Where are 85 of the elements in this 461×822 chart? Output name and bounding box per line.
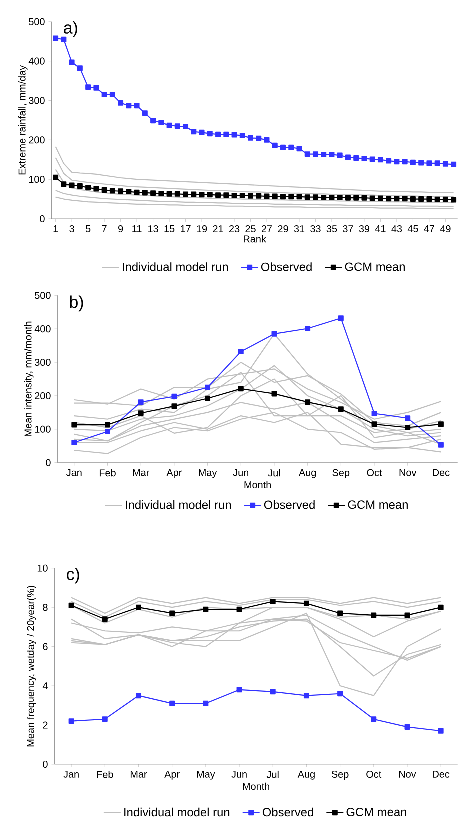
x-axis-title: Month — [243, 782, 270, 790]
y-axis-title: Mean intensity, mm/month — [24, 322, 34, 436]
x-tick-label: 7 — [102, 225, 107, 232]
legend-label: Individual model run — [126, 500, 232, 510]
x-tick-label: 17 — [181, 225, 191, 232]
y-tick-label: 100 — [29, 176, 45, 184]
y-tick-label: 0 — [46, 459, 51, 466]
chart-title: a) — [64, 21, 78, 38]
x-tick-label: Mar — [131, 770, 148, 778]
x-tick-label: Sep — [332, 469, 350, 478]
x-tick-label: 49 — [440, 225, 451, 233]
x-tick-label: Feb — [97, 770, 114, 778]
x-tick-label: 35 — [326, 225, 338, 233]
legend-label: GCM mean — [348, 500, 408, 510]
x-tick-label: 15 — [164, 225, 175, 232]
x-tick-label: 21 — [213, 225, 224, 232]
x-tick-label: Sep — [332, 770, 349, 780]
x-tick-label: Dec — [433, 469, 450, 476]
x-tick-label: 45 — [408, 225, 418, 232]
y-tick-label: 8 — [43, 604, 48, 612]
y-tick-label: 500 — [29, 18, 45, 26]
x-tick-label: Mar — [133, 469, 150, 476]
x-tick-label: 11 — [132, 225, 142, 232]
chart-title: c) — [67, 568, 80, 584]
x-tick-label: 23 — [230, 225, 240, 233]
legend-label: GCM mean — [345, 262, 406, 272]
legend-label: Observed — [263, 808, 314, 817]
y-axis-title: Extreme rainfall, mm/day — [18, 65, 28, 175]
y-tick-label: 300 — [29, 97, 45, 104]
y-tick-label: 6 — [43, 643, 48, 650]
legend-label: Individual model run — [124, 808, 230, 817]
x-tick-label: 47 — [424, 225, 435, 232]
y-tick-label: 500 — [35, 292, 51, 300]
x-tick-label: Jul — [266, 770, 279, 778]
y-tick-label: 100 — [35, 426, 51, 433]
y-tick-label: 200 — [29, 136, 45, 144]
x-tick-label: Jun — [233, 469, 249, 476]
y-tick-label: 0 — [40, 215, 45, 223]
x-tick-label: Feb — [100, 469, 116, 477]
x-tick-label: Apr — [166, 469, 182, 478]
x-tick-label: 29 — [278, 225, 288, 233]
x-tick-label: 41 — [375, 225, 386, 232]
x-tick-label: Oct — [366, 770, 382, 778]
x-tick-label: 9 — [118, 225, 124, 233]
x-tick-label: May — [197, 770, 216, 780]
x-tick-label: Apr — [164, 770, 180, 780]
x-tick-label: Jan — [66, 469, 82, 476]
legend-label: Observed — [264, 500, 315, 510]
y-tick-label: 200 — [35, 392, 51, 400]
y-tick-label: 2 — [43, 722, 48, 729]
y-tick-label: 0 — [43, 760, 48, 768]
x-tick-label: Nov — [400, 770, 416, 778]
y-tick-label: 400 — [34, 326, 51, 333]
y-tick-label: 4 — [43, 682, 48, 690]
x-tick-label: 37 — [343, 225, 354, 233]
y-tick-label: 300 — [35, 359, 51, 366]
y-tick-label: 10 — [38, 564, 48, 572]
x-tick-label: 43 — [392, 225, 402, 233]
x-tick-label: 3 — [70, 225, 74, 233]
x-tick-label: Jun — [232, 770, 247, 778]
x-tick-label: Aug — [299, 469, 316, 478]
x-tick-label: 1 — [54, 225, 58, 232]
x-tick-label: Oct — [367, 469, 382, 476]
x-tick-label: 27 — [262, 225, 272, 232]
x-tick-label: 31 — [294, 225, 305, 233]
x-axis-title: Month — [244, 481, 272, 489]
y-axis-title: Mean frequency, wetday / 20year(%) — [27, 586, 36, 747]
x-tick-label: Jul — [268, 469, 280, 477]
x-tick-label: Aug — [298, 770, 315, 780]
x-tick-label: 25 — [246, 225, 256, 233]
x-tick-label: 5 — [86, 225, 91, 232]
x-tick-label: Jan — [64, 770, 79, 778]
x-tick-label: 19 — [197, 225, 208, 233]
chart-title: b) — [70, 296, 84, 312]
x-tick-label: 39 — [359, 225, 370, 233]
x-tick-label: May — [199, 469, 218, 478]
x-tick-label: 13 — [148, 225, 158, 233]
x-tick-label: Dec — [433, 770, 450, 778]
legend-label: Individual model run — [123, 262, 228, 272]
x-tick-label: Nov — [400, 469, 417, 476]
y-tick-label: 400 — [28, 58, 45, 65]
legend-label: GCM mean — [346, 808, 407, 816]
x-tick-label: 33 — [310, 225, 321, 233]
legend-label: Observed — [262, 262, 312, 272]
x-axis-title: Rank — [244, 235, 267, 243]
